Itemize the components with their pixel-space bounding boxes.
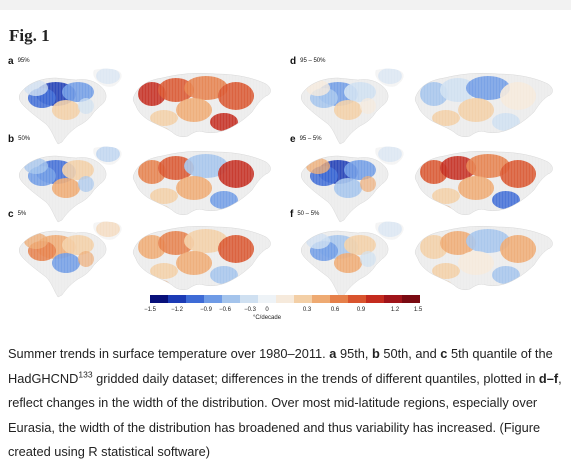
legend-tick: −1.2 xyxy=(171,307,183,313)
map-panel-b: b 50% xyxy=(8,134,276,228)
temperature-trend-map xyxy=(18,221,271,298)
panel-label: e 95 – 5% xyxy=(290,134,322,145)
legend-swatch xyxy=(222,295,240,303)
panel-label: f 50 – 5% xyxy=(290,209,320,220)
legend-swatch xyxy=(168,295,186,303)
legend-swatch xyxy=(366,295,384,303)
legend-tick: −1.5 xyxy=(144,307,156,313)
panel-label: a 95% xyxy=(8,56,30,67)
legend-swatch xyxy=(294,295,312,303)
panel-label: d 95 – 50% xyxy=(290,56,326,67)
color-scale-legend: −1.5 −1.2 −0.9 −0.6 −0.3 0 0.3 0.6 0.9 1… xyxy=(144,295,423,330)
legend-tick: −0.3 xyxy=(244,307,256,313)
legend-swatch xyxy=(258,295,276,303)
temperature-trend-map xyxy=(300,146,553,223)
temperature-trend-map xyxy=(18,146,271,223)
reference-link[interactable]: 133 xyxy=(78,369,93,380)
legend-swatch xyxy=(312,295,330,303)
temperature-trend-map xyxy=(300,68,553,145)
legend-tick: 0.3 xyxy=(302,307,312,313)
legend-tick: 1.5 xyxy=(413,307,423,313)
map-panel-d: d 95 – 50% xyxy=(290,56,558,150)
map-panel-c: c 5% xyxy=(8,209,276,303)
figure-title: Fig. 1 xyxy=(9,26,50,45)
legend-swatch xyxy=(348,295,366,303)
legend-tick: 0 xyxy=(265,307,269,313)
legend-swatch xyxy=(402,295,420,303)
legend-swatch xyxy=(276,295,294,303)
legend-swatch xyxy=(186,295,204,303)
panel-label: b 50% xyxy=(8,134,31,145)
map-panel-f: f 50 – 5% xyxy=(290,209,558,303)
top-bar xyxy=(0,0,571,10)
legend-tick: −0.6 xyxy=(219,307,231,313)
legend-tick: −0.9 xyxy=(200,307,212,313)
temperature-trend-map xyxy=(300,221,553,298)
legend-swatch xyxy=(384,295,402,303)
legend-swatch xyxy=(240,295,258,303)
temperature-trend-map xyxy=(18,68,271,145)
map-panel-a: a 95% xyxy=(8,56,276,150)
legend-tick: 0.6 xyxy=(330,307,340,313)
legend-unit: °C/decade xyxy=(252,315,282,321)
legend-tick: 0.9 xyxy=(356,307,366,313)
legend-swatch xyxy=(330,295,348,303)
map-panel-e: e 95 – 5% xyxy=(290,134,558,228)
figure-caption: Summer trends in surface temperature ove… xyxy=(8,346,562,460)
panel-label: c 5% xyxy=(8,209,27,220)
legend-swatch xyxy=(150,295,168,303)
legend-tick: 1.2 xyxy=(390,307,400,313)
color-scale-bar xyxy=(150,295,420,303)
legend-swatch xyxy=(204,295,222,303)
